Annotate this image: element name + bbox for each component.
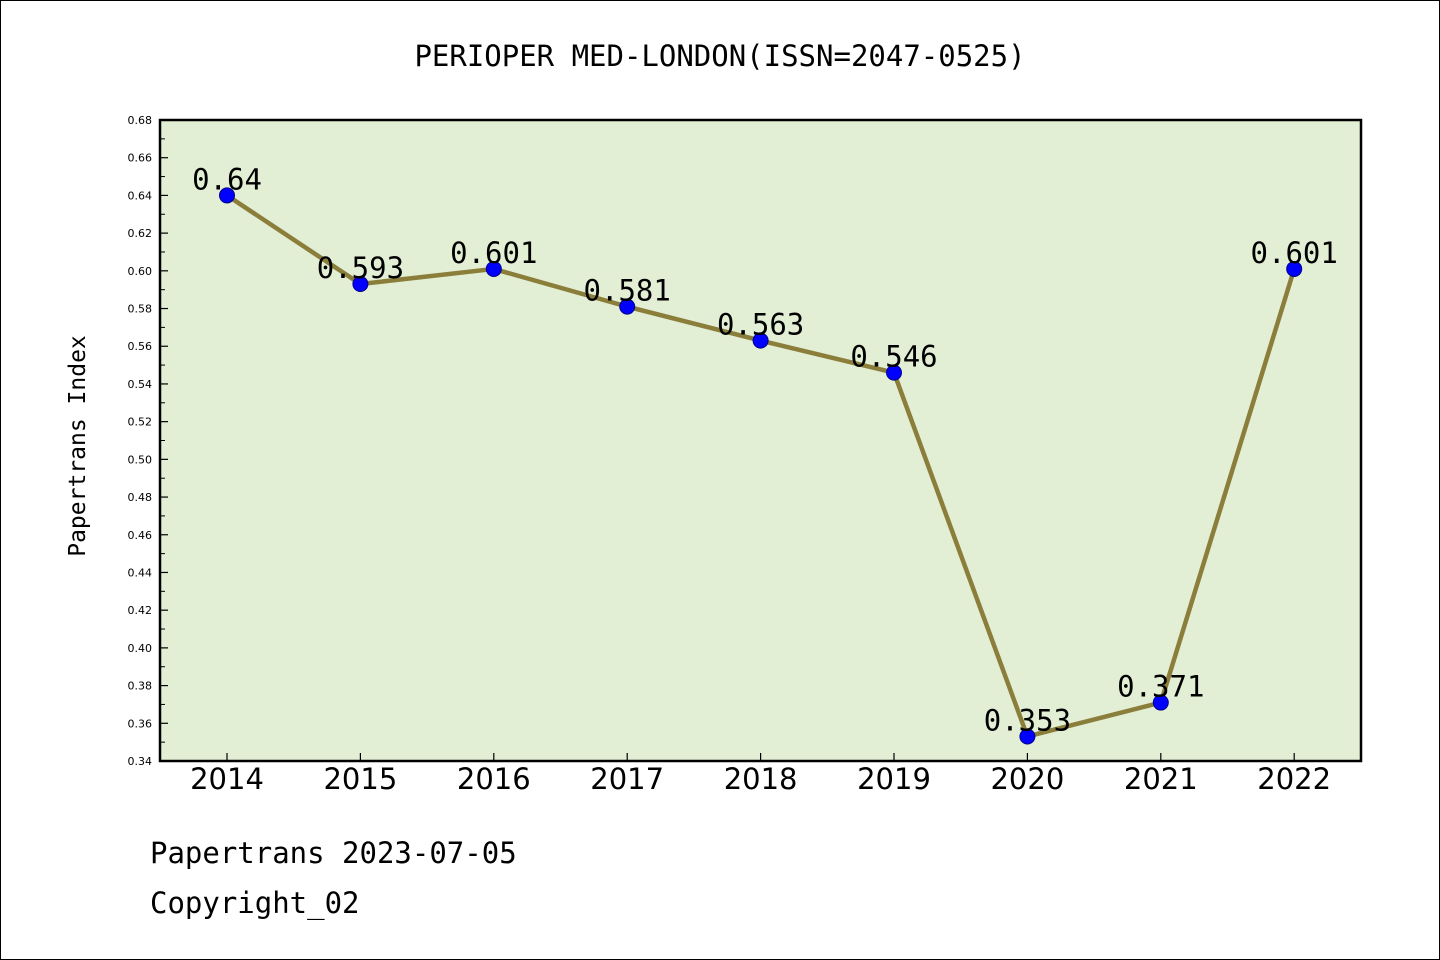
- y-tick-label: 0.44: [128, 566, 153, 579]
- data-point: [1152, 694, 1169, 711]
- data-label: 0.353: [984, 703, 1071, 737]
- data-point: [485, 260, 502, 277]
- x-tick-label: 2021: [1124, 762, 1198, 796]
- data-label: 0.546: [850, 340, 937, 374]
- y-tick-label: 0.66: [128, 152, 153, 165]
- data-point: [619, 298, 636, 315]
- y-tick-label: 0.58: [128, 303, 153, 316]
- y-tick-label: 0.34: [128, 755, 153, 768]
- x-tick-label: 2020: [990, 762, 1064, 796]
- y-axis: 0.34 0.36 0.38 0.40 0.42 0.44 0.46 0.48 0.50 0.52…: [128, 114, 168, 768]
- data-label: 0.563: [717, 308, 804, 342]
- y-tick-label: 0.42: [128, 604, 153, 617]
- chart-title: PERIOPER MED-LONDON(ISSN=2047-0525): [414, 39, 1025, 73]
- x-tick-label: 2019: [857, 762, 931, 796]
- data-label: 0.581: [584, 274, 671, 308]
- y-tick-label: 0.56: [128, 340, 153, 353]
- data-point: [1286, 260, 1303, 277]
- y-tick-label: 0.64: [128, 189, 153, 202]
- data-label: 0.601: [1251, 236, 1338, 270]
- y-tick-label: 0.36: [128, 717, 153, 730]
- y-tick-label: 0.50: [128, 453, 153, 466]
- data-point: [219, 187, 235, 204]
- y-tick-label: 0.46: [128, 529, 153, 542]
- x-tick-label: 2015: [323, 762, 397, 796]
- x-tick-label: 2017: [590, 762, 664, 796]
- y-tick-label: 0.52: [128, 416, 153, 429]
- footer-copyright: Copyright_02: [150, 886, 360, 920]
- y-tick-label: 0.60: [128, 265, 153, 278]
- x-tick-label: 2018: [724, 762, 798, 796]
- data-labels: 0.64 0.593 0.601 0.581 0.563 0.546 0.353 0.371 0…: [192, 162, 1338, 737]
- y-tick-label: 0.68: [128, 114, 153, 127]
- x-tick-label: 2014: [190, 762, 264, 796]
- y-tick-label: 0.40: [128, 642, 153, 655]
- data-label: 0.593: [317, 251, 404, 285]
- data-point: [752, 332, 769, 349]
- x-tick-label: 2022: [1257, 762, 1331, 796]
- y-tick-label: 0.62: [128, 227, 153, 240]
- footer-source-date: Papertrans 2023-07-05: [150, 836, 517, 870]
- x-tick-label: 2016: [457, 762, 531, 796]
- data-label: 0.371: [1117, 670, 1204, 704]
- x-axis: 2014 2015 2016 2017 2018 2019 2020 2021 2022: [190, 753, 1331, 796]
- data-point: [352, 276, 369, 293]
- plot-area: [158, 118, 1363, 763]
- data-label: 0.601: [450, 236, 537, 270]
- data-label: 0.64: [192, 162, 262, 196]
- data-point: [1019, 728, 1036, 745]
- y-tick-label: 0.38: [128, 680, 153, 693]
- y-tick-label: 0.54: [128, 378, 153, 391]
- data-point: [886, 364, 902, 381]
- y-axis-label: Papertrans Index: [65, 335, 91, 557]
- y-tick-label: 0.48: [128, 491, 153, 504]
- series-line-group: [219, 187, 1303, 745]
